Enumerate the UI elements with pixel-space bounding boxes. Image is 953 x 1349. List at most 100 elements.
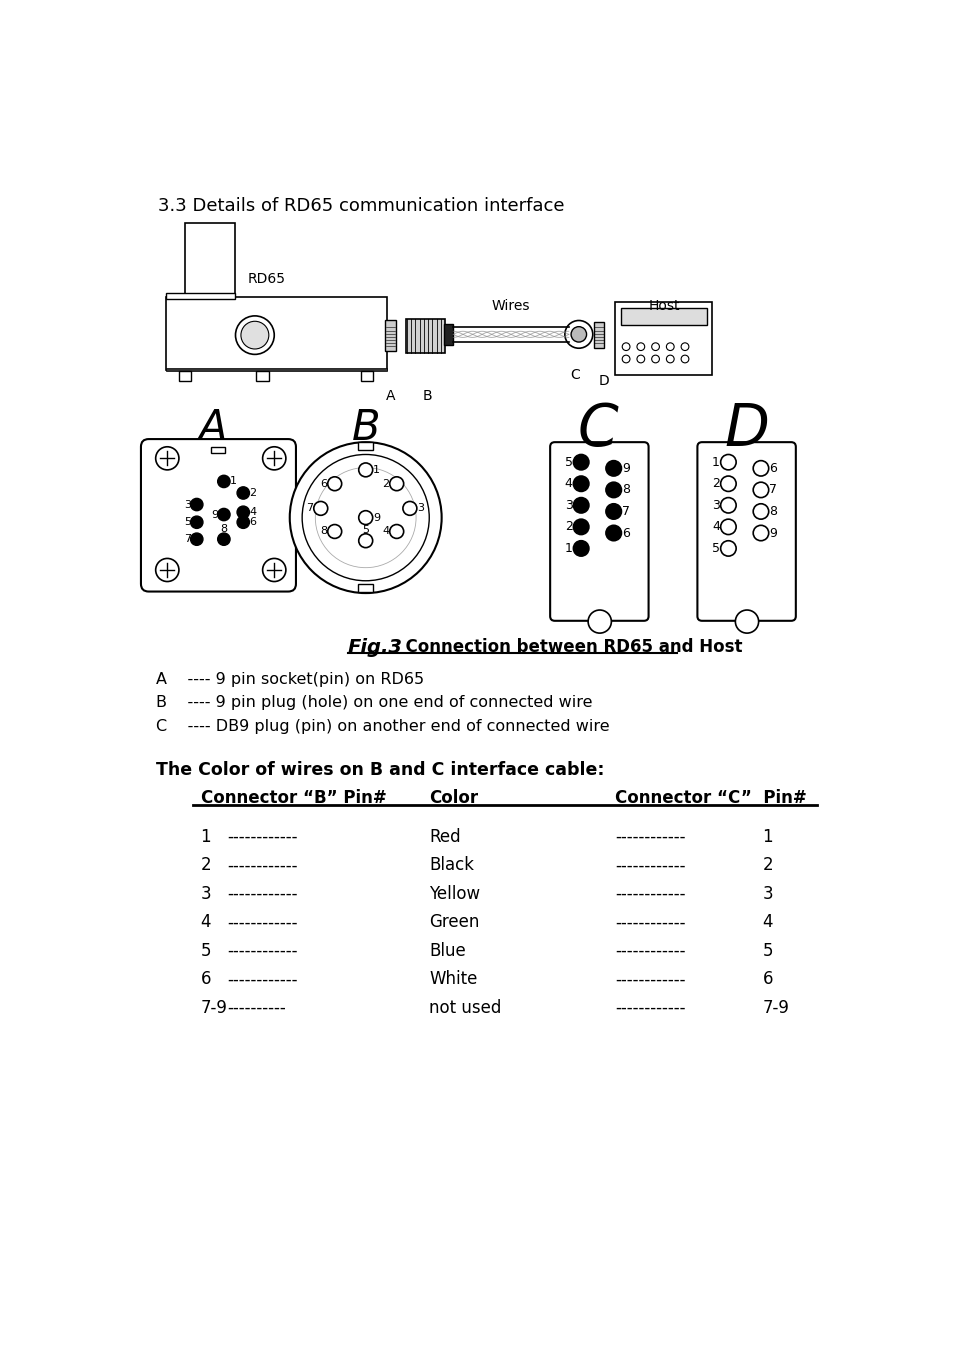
- Text: D: D: [723, 401, 769, 457]
- Text: 5: 5: [564, 456, 572, 468]
- Text: 2: 2: [249, 488, 255, 498]
- Text: 3: 3: [711, 499, 720, 511]
- Bar: [166, 297, 386, 370]
- Circle shape: [217, 475, 230, 487]
- Circle shape: [217, 533, 230, 545]
- Circle shape: [651, 355, 659, 363]
- Text: 4: 4: [761, 913, 772, 931]
- Text: 2: 2: [564, 521, 572, 533]
- Circle shape: [302, 455, 429, 581]
- Text: Wires: Wires: [491, 299, 529, 313]
- Circle shape: [573, 455, 588, 469]
- Text: ----------: ----------: [228, 998, 286, 1017]
- Text: Connection between RD65 and Host: Connection between RD65 and Host: [394, 638, 742, 656]
- Circle shape: [605, 525, 620, 541]
- Circle shape: [236, 506, 249, 518]
- Circle shape: [720, 541, 736, 556]
- Circle shape: [191, 533, 203, 545]
- Text: 5: 5: [711, 542, 720, 554]
- Bar: [211, 447, 224, 453]
- Circle shape: [651, 343, 659, 351]
- Text: 1: 1: [200, 828, 211, 846]
- Bar: [179, 371, 192, 382]
- Text: Black: Black: [429, 857, 474, 874]
- Text: A: A: [385, 389, 395, 403]
- Bar: [357, 584, 373, 592]
- Text: B    ---- 9 pin plug (hole) on one end of connected wire: B ---- 9 pin plug (hole) on one end of c…: [156, 696, 593, 711]
- Text: The Color of wires on B and C interface cable:: The Color of wires on B and C interface …: [156, 761, 604, 778]
- Circle shape: [605, 503, 620, 519]
- Circle shape: [753, 503, 768, 519]
- Text: RD65: RD65: [247, 272, 285, 286]
- Text: ------------: ------------: [228, 828, 298, 846]
- Text: ------------: ------------: [228, 885, 298, 902]
- Circle shape: [573, 476, 588, 491]
- Circle shape: [315, 468, 416, 568]
- Text: 5: 5: [200, 942, 211, 960]
- Text: 6: 6: [200, 970, 211, 989]
- Circle shape: [571, 326, 586, 343]
- Text: 5: 5: [362, 525, 369, 536]
- Circle shape: [720, 498, 736, 513]
- Text: 8: 8: [621, 483, 629, 496]
- Text: 4: 4: [249, 507, 255, 517]
- Text: 5: 5: [184, 517, 191, 527]
- Text: ------------: ------------: [615, 970, 685, 989]
- Text: not used: not used: [429, 998, 501, 1017]
- Circle shape: [666, 343, 674, 351]
- Circle shape: [328, 525, 341, 538]
- Circle shape: [680, 343, 688, 351]
- Text: D: D: [598, 374, 608, 387]
- Circle shape: [358, 534, 373, 548]
- Circle shape: [191, 498, 203, 511]
- Circle shape: [262, 447, 286, 469]
- Text: 4: 4: [200, 913, 211, 931]
- Circle shape: [573, 498, 588, 513]
- Circle shape: [605, 482, 620, 498]
- Text: ------------: ------------: [615, 828, 685, 846]
- Bar: [406, 318, 444, 353]
- Text: 4: 4: [382, 526, 389, 537]
- Text: 3: 3: [184, 499, 191, 510]
- Bar: [166, 293, 235, 299]
- Bar: [166, 368, 386, 371]
- Text: White: White: [429, 970, 477, 989]
- Polygon shape: [185, 224, 235, 297]
- Text: 3: 3: [761, 885, 772, 902]
- Text: 8: 8: [320, 526, 327, 537]
- Text: 1: 1: [564, 542, 572, 554]
- Text: 2: 2: [711, 478, 720, 490]
- Circle shape: [390, 476, 403, 491]
- Circle shape: [666, 355, 674, 363]
- Text: 6: 6: [320, 479, 327, 488]
- Circle shape: [155, 558, 179, 581]
- Circle shape: [753, 482, 768, 498]
- Circle shape: [191, 517, 203, 529]
- Text: Connector “C”  Pin#: Connector “C” Pin#: [615, 789, 806, 808]
- Circle shape: [235, 316, 274, 355]
- Circle shape: [236, 487, 249, 499]
- Circle shape: [605, 460, 620, 476]
- Circle shape: [573, 519, 588, 534]
- Circle shape: [637, 343, 644, 351]
- Circle shape: [680, 355, 688, 363]
- Text: Host: Host: [648, 299, 679, 313]
- Text: 3: 3: [416, 503, 424, 514]
- Bar: [360, 371, 373, 382]
- Text: Red: Red: [429, 828, 460, 846]
- Circle shape: [217, 509, 230, 521]
- Text: 7-9: 7-9: [200, 998, 227, 1017]
- Circle shape: [328, 476, 341, 491]
- Circle shape: [358, 463, 373, 476]
- Circle shape: [621, 343, 629, 351]
- Text: Blue: Blue: [429, 942, 465, 960]
- Text: C: C: [578, 401, 618, 457]
- Bar: [593, 322, 604, 348]
- Text: 9: 9: [769, 526, 777, 540]
- Circle shape: [720, 519, 736, 534]
- Circle shape: [587, 610, 611, 633]
- Text: 9: 9: [621, 461, 629, 475]
- Text: Green: Green: [429, 913, 479, 931]
- Text: B: B: [422, 389, 432, 403]
- Circle shape: [390, 525, 403, 538]
